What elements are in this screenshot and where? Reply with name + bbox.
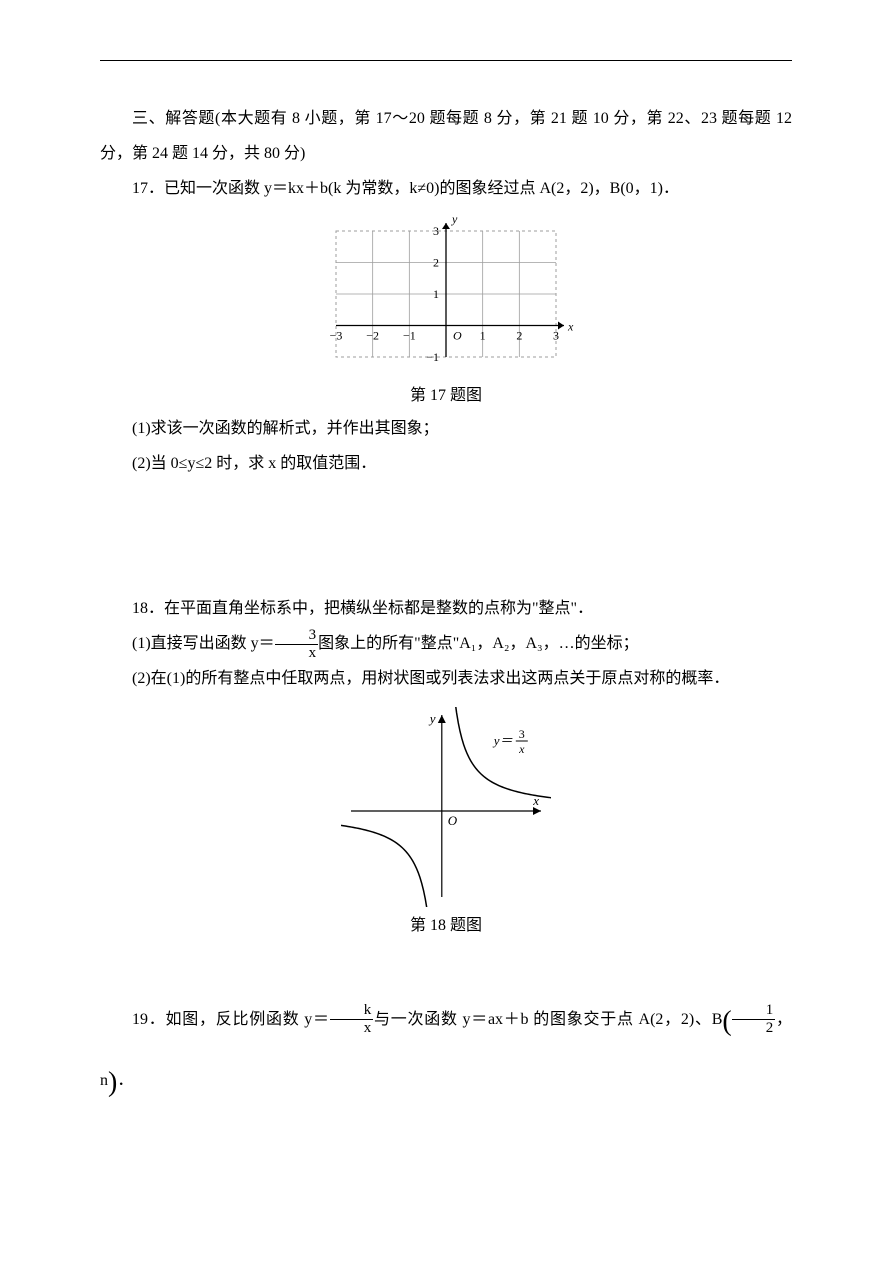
q18-sub2: (2)在(1)的所有整点中任取两点，用树状图或列表法求出这两点关于原点对称的概率… — [100, 661, 792, 696]
q17-sub2: (2)当 0≤y≤2 时，求 x 的取值范围． — [100, 446, 792, 481]
svg-text:O: O — [453, 328, 462, 342]
paren-open: ( — [722, 1006, 731, 1037]
svg-text:3: 3 — [553, 328, 559, 342]
q18-hyperbola-chart: Oxyy＝3x — [341, 707, 551, 907]
q18-caption: 第 18 题图 — [100, 911, 792, 935]
q19-mid: 与一次函数 y＝ax＋b 的图象交于点 A(2，2)、B — [373, 1011, 722, 1028]
svg-text:3: 3 — [519, 727, 525, 741]
q18-stem: 18．在平面直角坐标系中，把横纵坐标都是整数的点称为"整点"． — [100, 591, 792, 626]
q17-stem: 17．已知一次函数 y＝kx＋b(k 为常数，k≠0)的图象经过点 A(2，2)… — [100, 171, 792, 206]
q18-sub1: (1)直接写出函数 y＝3x图象上的所有"整点"A₁，A₂，A₃，…的坐标； — [100, 626, 792, 661]
svg-text:2: 2 — [516, 328, 522, 342]
spacer — [100, 941, 792, 991]
svg-text:y: y — [451, 217, 458, 226]
svg-text:x: x — [518, 742, 525, 756]
frac-num: 1 — [732, 1003, 776, 1020]
svg-text:1: 1 — [433, 287, 439, 301]
q19-stem: 19．如图，反比例函数 y＝kx与一次函数 y＝ax＋b 的图象交于点 A(2，… — [100, 991, 792, 1114]
section-heading: 三、解答题(本大题有 8 小题，第 17～20 题每题 8 分，第 21 题 1… — [100, 101, 792, 171]
svg-text:2: 2 — [433, 255, 439, 269]
svg-text:x: x — [567, 319, 574, 333]
svg-text:3: 3 — [433, 224, 439, 238]
svg-text:y＝: y＝ — [492, 733, 513, 748]
q19-frac1: kx — [330, 1003, 374, 1036]
svg-text:O: O — [448, 813, 458, 828]
svg-text:−1: −1 — [403, 328, 416, 342]
svg-text:1: 1 — [480, 328, 486, 342]
svg-text:−1: −1 — [426, 350, 439, 364]
paren-close: ) — [108, 1067, 117, 1098]
q18-sub1-fraction: 3x — [275, 628, 319, 661]
q19-bfrac: 12 — [732, 1003, 776, 1036]
q18-figure: Oxyy＝3x 第 18 题图 — [100, 707, 792, 935]
frac-den: x — [275, 645, 319, 661]
frac-den: x — [330, 1020, 374, 1036]
q18-sub1-post: 图象上的所有"整点"A₁，A₂，A₃，…的坐标； — [318, 635, 638, 652]
q17-sub1: (1)求该一次函数的解析式，并作出其图象； — [100, 411, 792, 446]
q19-pre: 19．如图，反比例函数 y＝ — [132, 1011, 330, 1028]
q17-grid-chart: −3 −2 −1 1 2 3 −1 1 2 3 Ox y — [316, 217, 576, 377]
q18-sub1-pre: (1)直接写出函数 y＝ — [132, 635, 275, 652]
q17-figure: −3 −2 −1 1 2 3 −1 1 2 3 Ox y 第 17 题图 — [100, 217, 792, 405]
frac-num: k — [330, 1003, 374, 1020]
frac-num: 3 — [275, 628, 319, 645]
svg-text:y: y — [428, 711, 436, 726]
frac-den: 2 — [732, 1020, 776, 1036]
q17-caption: 第 17 题图 — [100, 381, 792, 405]
q19-end: ． — [117, 1072, 133, 1089]
page-divider — [100, 60, 792, 61]
svg-text:−3: −3 — [330, 328, 343, 342]
svg-text:x: x — [532, 793, 539, 808]
spacer — [100, 481, 792, 591]
svg-text:−2: −2 — [366, 328, 379, 342]
